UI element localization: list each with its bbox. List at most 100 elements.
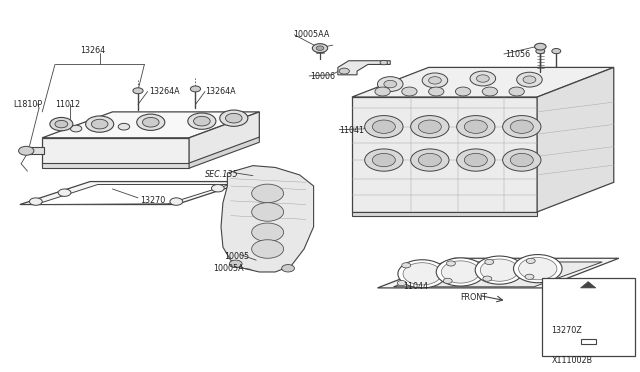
Text: 11041: 11041 bbox=[339, 126, 364, 135]
Circle shape bbox=[372, 120, 396, 134]
Circle shape bbox=[411, 149, 449, 171]
Circle shape bbox=[482, 87, 497, 96]
Circle shape bbox=[402, 87, 417, 96]
FancyBboxPatch shape bbox=[542, 278, 635, 356]
Circle shape bbox=[436, 258, 484, 286]
Circle shape bbox=[422, 73, 448, 88]
Circle shape bbox=[502, 149, 541, 171]
Circle shape bbox=[457, 116, 495, 138]
Polygon shape bbox=[42, 163, 189, 168]
Polygon shape bbox=[26, 147, 44, 154]
Circle shape bbox=[193, 116, 210, 126]
Circle shape bbox=[19, 146, 34, 155]
Circle shape bbox=[252, 223, 284, 241]
Circle shape bbox=[252, 240, 284, 258]
Circle shape bbox=[365, 116, 403, 138]
Circle shape bbox=[339, 68, 349, 74]
Circle shape bbox=[536, 48, 545, 54]
Circle shape bbox=[411, 116, 449, 138]
Polygon shape bbox=[537, 67, 614, 212]
Circle shape bbox=[483, 276, 492, 281]
Polygon shape bbox=[352, 97, 537, 212]
Circle shape bbox=[170, 198, 182, 205]
Polygon shape bbox=[394, 262, 602, 287]
Polygon shape bbox=[189, 137, 259, 168]
Circle shape bbox=[55, 121, 68, 128]
Circle shape bbox=[480, 259, 518, 281]
Text: SEC.135: SEC.135 bbox=[205, 170, 239, 179]
Circle shape bbox=[29, 198, 42, 205]
Text: 10005: 10005 bbox=[224, 252, 250, 261]
Text: 13270Z: 13270Z bbox=[551, 326, 582, 335]
Polygon shape bbox=[20, 182, 246, 205]
Circle shape bbox=[50, 118, 73, 131]
Text: 10005AA: 10005AA bbox=[293, 30, 330, 39]
Circle shape bbox=[398, 260, 447, 288]
Polygon shape bbox=[42, 138, 189, 164]
Circle shape bbox=[502, 116, 541, 138]
Circle shape bbox=[402, 263, 411, 268]
Circle shape bbox=[510, 153, 533, 167]
Circle shape bbox=[70, 125, 82, 132]
Circle shape bbox=[380, 60, 388, 65]
Circle shape bbox=[58, 189, 71, 196]
Circle shape bbox=[509, 87, 524, 96]
Circle shape bbox=[525, 274, 534, 279]
Text: 13264A: 13264A bbox=[205, 87, 236, 96]
Circle shape bbox=[137, 114, 165, 131]
Circle shape bbox=[444, 278, 452, 283]
Circle shape bbox=[92, 119, 108, 129]
Polygon shape bbox=[36, 185, 229, 205]
Text: 10005A: 10005A bbox=[213, 264, 244, 273]
Circle shape bbox=[534, 43, 546, 50]
Circle shape bbox=[470, 71, 495, 86]
Circle shape bbox=[403, 263, 442, 285]
Text: X111002B: X111002B bbox=[552, 356, 593, 365]
Circle shape bbox=[378, 77, 403, 92]
Circle shape bbox=[447, 261, 456, 266]
Circle shape bbox=[397, 280, 406, 286]
Circle shape bbox=[384, 80, 397, 88]
Circle shape bbox=[118, 124, 130, 130]
Circle shape bbox=[465, 120, 487, 134]
Text: 13270: 13270 bbox=[140, 196, 165, 205]
Circle shape bbox=[252, 203, 284, 221]
Circle shape bbox=[316, 46, 324, 50]
Circle shape bbox=[475, 256, 524, 284]
Circle shape bbox=[282, 264, 294, 272]
Circle shape bbox=[552, 48, 561, 54]
Circle shape bbox=[188, 113, 216, 129]
Circle shape bbox=[86, 116, 114, 132]
Circle shape bbox=[513, 254, 562, 283]
Circle shape bbox=[442, 261, 479, 283]
Polygon shape bbox=[338, 61, 390, 75]
Circle shape bbox=[457, 149, 495, 171]
Circle shape bbox=[365, 149, 403, 171]
Circle shape bbox=[465, 153, 487, 167]
Polygon shape bbox=[352, 212, 537, 217]
Circle shape bbox=[526, 258, 535, 263]
Text: L1810P: L1810P bbox=[13, 100, 43, 109]
Circle shape bbox=[220, 110, 248, 126]
Polygon shape bbox=[221, 166, 314, 272]
Circle shape bbox=[372, 153, 396, 167]
Circle shape bbox=[225, 113, 242, 123]
Circle shape bbox=[419, 120, 442, 134]
Circle shape bbox=[510, 120, 533, 134]
Circle shape bbox=[429, 87, 444, 96]
Circle shape bbox=[456, 87, 470, 96]
Text: 13264: 13264 bbox=[81, 46, 106, 55]
Text: 13264A: 13264A bbox=[149, 87, 179, 96]
Polygon shape bbox=[580, 282, 596, 288]
Circle shape bbox=[190, 86, 200, 92]
Text: 11012: 11012 bbox=[55, 100, 80, 109]
Circle shape bbox=[211, 185, 224, 192]
Circle shape bbox=[523, 76, 536, 83]
Polygon shape bbox=[378, 258, 619, 288]
Text: FRONT: FRONT bbox=[461, 293, 488, 302]
Circle shape bbox=[518, 257, 557, 280]
Circle shape bbox=[229, 260, 242, 267]
Circle shape bbox=[375, 87, 390, 96]
Circle shape bbox=[143, 118, 159, 127]
Text: 11044: 11044 bbox=[403, 282, 428, 291]
